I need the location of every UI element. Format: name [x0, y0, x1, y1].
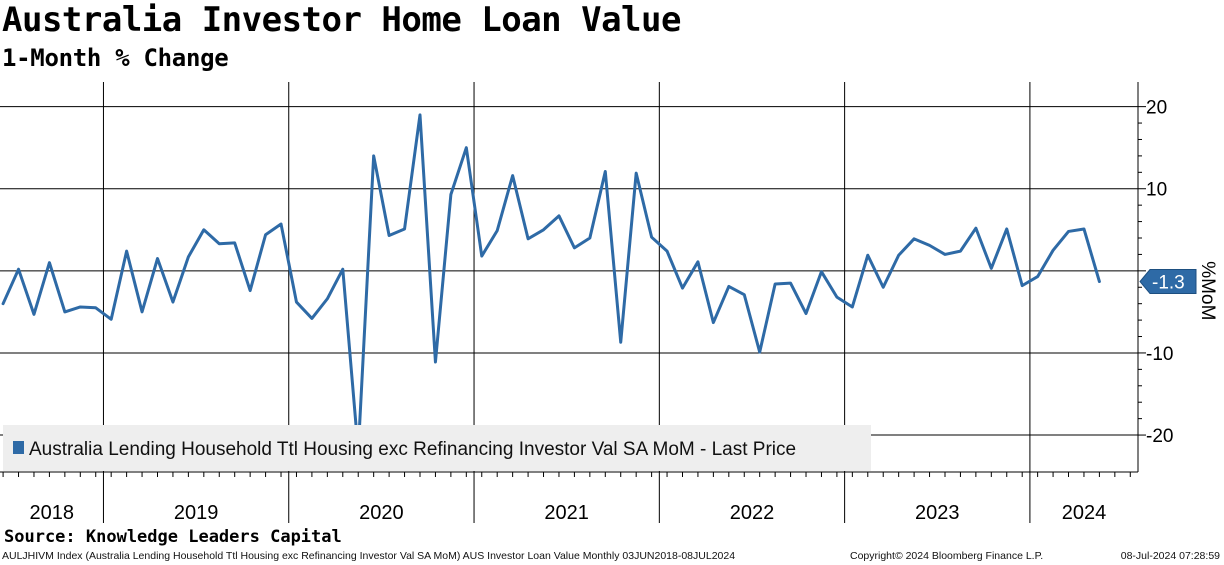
y-tick-label: 10: [1146, 180, 1167, 201]
y-tick-label: 20: [1146, 98, 1167, 119]
x-tick-label: 2019: [174, 502, 219, 524]
y-tick-label: -10: [1146, 344, 1173, 365]
x-tick-label: 2024: [1062, 502, 1107, 524]
series-line: [1, 113, 1101, 453]
legend-swatch: [13, 441, 24, 454]
x-tick-label: 2021: [544, 502, 589, 524]
footer-timestamp: 08-Jul-2024 07:28:59: [1120, 550, 1220, 562]
last-price-label: -1.3: [1152, 273, 1185, 294]
footer-copyright: Copyright© 2024 Bloomberg Finance L.P.: [850, 550, 1044, 562]
x-tick-label: 2023: [915, 502, 960, 524]
chart-title: Australia Investor Home Loan Value: [2, 0, 681, 40]
x-tick-label: 2018: [29, 502, 74, 524]
source-note: Source: Knowledge Leaders Capital: [4, 527, 342, 547]
y-tick-label: -20: [1146, 426, 1173, 447]
footer-index-description: AULJHIVM Index (Australia Lending Househ…: [2, 550, 736, 562]
chart-subtitle: 1-Month % Change: [2, 44, 229, 72]
last-price-marker: [1139, 269, 1197, 295]
y-axis-title: %MoM: [1197, 261, 1218, 320]
x-tick-label: 2022: [730, 502, 775, 524]
legend-label: Australia Lending Household Ttl Housing …: [29, 439, 796, 460]
legend-box: [3, 425, 871, 471]
x-tick-label: 2020: [359, 502, 404, 524]
